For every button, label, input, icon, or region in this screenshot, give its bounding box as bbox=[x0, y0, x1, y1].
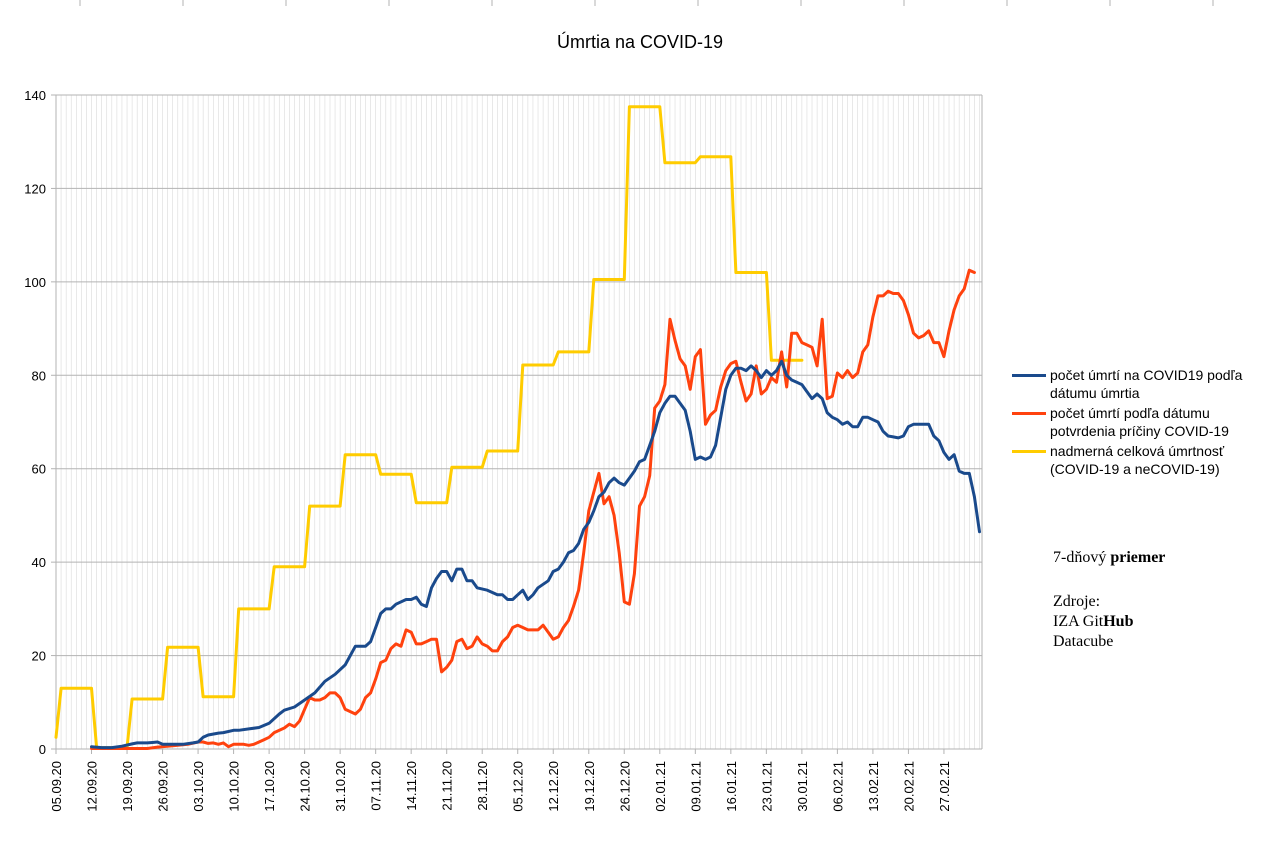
x-tick-label: 30.01.21 bbox=[795, 761, 810, 812]
legend-item-deaths-by-date: počet úmrtí na COVID19 podľa dátumu úmrt… bbox=[1012, 366, 1280, 402]
source-iza-github: IZA GitHub bbox=[1053, 612, 1133, 632]
y-tick-label: 60 bbox=[32, 462, 46, 477]
x-tick-label: 14.11.20 bbox=[404, 761, 419, 811]
y-tick-label: 0 bbox=[39, 742, 46, 757]
x-axis-labels: 05.09.20 12.09.20 19.09.20 26.09.20 03.10.20… bbox=[49, 761, 952, 812]
y-tick-label: 20 bbox=[32, 649, 46, 664]
y-tick-label: 40 bbox=[32, 555, 46, 570]
sources-label: Zdroje: bbox=[1053, 593, 1101, 610]
x-tick-label: 28.11.20 bbox=[475, 761, 490, 811]
y-tick-label: 80 bbox=[32, 368, 46, 383]
legend-item-excess-mortality: nadmerná celková úmrtnosť (COVID-19 a ne… bbox=[1012, 442, 1280, 478]
x-tick-label: 19.12.20 bbox=[582, 761, 597, 812]
legend-label: počet úmrtí podľa dátumu potvrdenia príč… bbox=[1050, 405, 1229, 439]
x-tick-label: 20.02.21 bbox=[901, 761, 916, 812]
x-tick-label: 03.10.20 bbox=[191, 761, 206, 812]
x-tick-label: 21.11.20 bbox=[440, 761, 455, 811]
minor-grid bbox=[55, 95, 980, 749]
x-tick-label: 09.01.21 bbox=[688, 761, 703, 812]
x-tick-label: 26.09.20 bbox=[156, 761, 171, 812]
note-text: 7-dňový bbox=[1053, 549, 1111, 566]
x-tick-label: 12.12.20 bbox=[546, 761, 561, 812]
x-tick-label: 17.10.20 bbox=[262, 761, 277, 812]
legend-swatch-yellow bbox=[1012, 450, 1046, 453]
x-tick-label: 05.09.20 bbox=[49, 761, 64, 812]
series-line-0 bbox=[90, 359, 981, 750]
x-tick-label: 16.01.21 bbox=[724, 761, 739, 812]
rolling-average-note: 7-dňový priemer bbox=[1053, 548, 1165, 568]
y-tick-label: 100 bbox=[24, 275, 46, 290]
y-tick-label: 140 bbox=[24, 88, 46, 103]
source-datacube: Datacube bbox=[1053, 633, 1114, 650]
x-tick-label: 07.11.20 bbox=[369, 761, 384, 811]
source-text-bold: Hub bbox=[1103, 613, 1134, 630]
x-tick-label: 24.10.20 bbox=[298, 761, 313, 812]
series-line-2 bbox=[54, 105, 804, 750]
x-tick-label: 31.10.20 bbox=[333, 761, 348, 812]
source-text: IZA Git bbox=[1053, 613, 1104, 630]
y-tick-label: 120 bbox=[24, 181, 46, 196]
x-tick-label: 13.02.21 bbox=[866, 761, 881, 812]
legend-swatch-orange bbox=[1012, 412, 1046, 415]
legend-label: počet úmrtí na COVID19 podľa dátumu úmrt… bbox=[1050, 367, 1243, 401]
series-lines bbox=[54, 105, 981, 750]
x-tick-label: 23.01.21 bbox=[759, 761, 774, 812]
top-tick-marks bbox=[79, 0, 1214, 6]
y-axis-labels: 0 20 40 60 80 100 120 140 bbox=[24, 88, 46, 757]
x-tick-label: 19.09.20 bbox=[120, 761, 135, 812]
series-line-1 bbox=[90, 268, 976, 750]
legend: počet úmrtí na COVID19 podľa dátumu úmrt… bbox=[1012, 366, 1280, 480]
x-tick-label: 05.12.20 bbox=[511, 761, 526, 812]
x-tick-label: 27.02.21 bbox=[937, 761, 952, 812]
sources-block: Zdroje: IZA GitHub Datacube bbox=[1053, 592, 1133, 652]
legend-swatch-blue bbox=[1012, 374, 1046, 377]
axes bbox=[51, 94, 982, 754]
chart-title: Úmrtia na COVID-19 bbox=[557, 31, 723, 52]
x-tick-label: 02.01.21 bbox=[653, 761, 668, 812]
x-tick-label: 12.09.20 bbox=[85, 761, 100, 812]
x-tick-label: 06.02.21 bbox=[830, 761, 845, 812]
x-tick-label: 10.10.20 bbox=[227, 761, 242, 812]
x-tick-label: 26.12.20 bbox=[617, 761, 632, 812]
legend-item-deaths-by-confirmation: počet úmrtí podľa dátumu potvrdenia príč… bbox=[1012, 404, 1280, 440]
note-text-bold: priemer bbox=[1110, 549, 1166, 566]
legend-label: nadmerná celková úmrtnosť (COVID-19 a ne… bbox=[1050, 443, 1225, 477]
